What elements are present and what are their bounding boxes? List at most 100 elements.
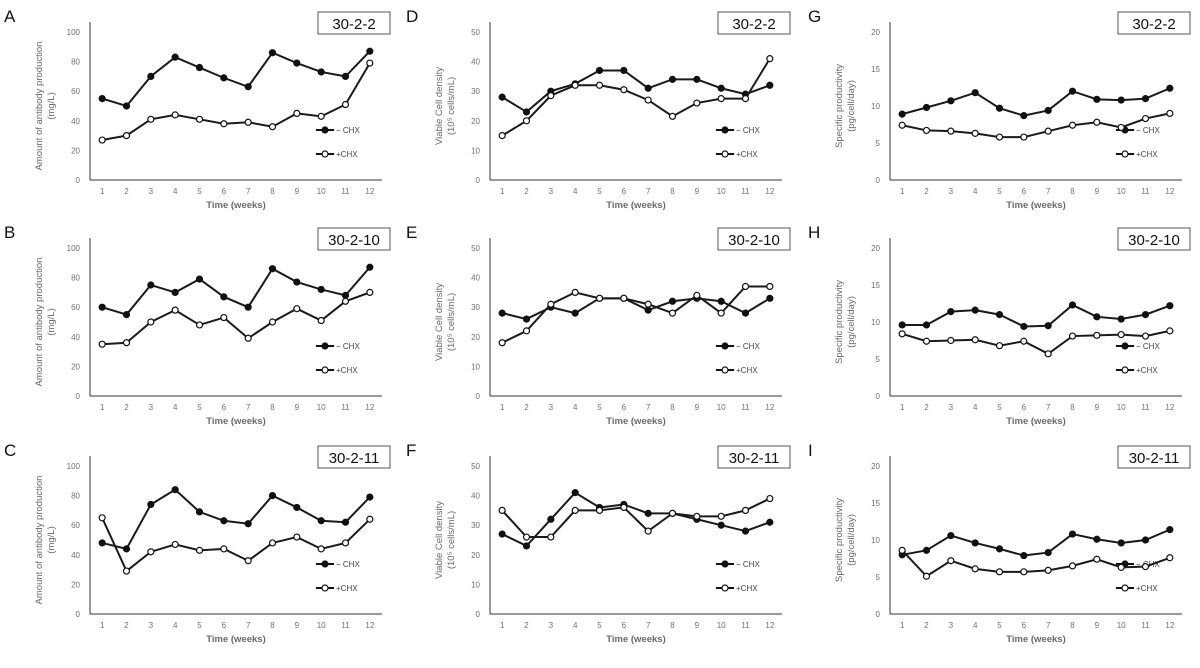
x-tick-label: 5 xyxy=(997,403,1002,412)
sample-label: 30-2-11 xyxy=(729,450,780,467)
x-tick-label: 3 xyxy=(549,403,554,412)
data-point xyxy=(571,288,579,297)
data-point xyxy=(1117,539,1125,547)
x-tick-label: 9 xyxy=(695,621,700,630)
data-point xyxy=(547,515,555,523)
x-tick-label: 6 xyxy=(1022,403,1027,412)
x-tick-label: 1 xyxy=(100,187,105,196)
data-point xyxy=(644,527,652,535)
legend-label: +CHX xyxy=(736,584,758,593)
panel-G: G 0 5 10 15 20 1 2 3 4 5 6 7 8 9 10 11 12 Time (weeks) Spec… xyxy=(800,0,1200,228)
data-point xyxy=(971,89,979,97)
data-point xyxy=(171,486,179,494)
x-tick-label: 8 xyxy=(1070,621,1075,630)
y-axis-label: Viable Cell density xyxy=(434,67,445,145)
panel-letter: E xyxy=(406,223,417,242)
x-tick-label: 9 xyxy=(1095,621,1100,630)
x-tick-label: 1 xyxy=(500,187,505,196)
x-axis-label: Time (weeks) xyxy=(1006,634,1066,645)
legend-marker xyxy=(1121,342,1129,350)
data-point xyxy=(922,337,931,345)
x-tick-label: 8 xyxy=(270,621,275,630)
x-tick-label: 2 xyxy=(924,403,929,412)
y-tick-label: 20 xyxy=(71,362,80,371)
x-tick-label: 5 xyxy=(597,621,602,630)
data-point xyxy=(244,520,252,528)
x-tick-label: 3 xyxy=(149,403,154,412)
x-tick-label: 5 xyxy=(197,187,202,196)
data-point xyxy=(693,75,701,83)
data-point xyxy=(341,291,350,299)
data-point xyxy=(693,99,701,107)
x-tick-label: 10 xyxy=(717,403,726,412)
legend-label: − CHX xyxy=(336,126,360,135)
data-point xyxy=(693,291,701,299)
sample-label-box xyxy=(1117,227,1191,251)
legend-marker xyxy=(321,366,329,374)
data-point xyxy=(547,300,555,308)
y-tick-label: 10 xyxy=(871,318,880,327)
data-point xyxy=(1093,555,1101,563)
data-point xyxy=(268,491,277,500)
data-point xyxy=(1020,112,1028,120)
x-tick-label: 3 xyxy=(949,187,954,196)
panel-D: D 0 10 20 30 40 50 1 2 3 4 5 6 7 8 9 10 11 12 Time (weeks) V… xyxy=(400,0,800,228)
legend-marker xyxy=(321,150,329,158)
data-point xyxy=(1020,322,1028,331)
sample-label-box xyxy=(717,11,791,35)
panel-F: F 0 10 20 30 40 50 1 2 3 4 5 6 7 8 9 10 11 12 Time (weeks) V… xyxy=(400,434,800,662)
data-point xyxy=(122,567,131,575)
data-point xyxy=(995,342,1004,350)
data-point xyxy=(98,136,106,144)
data-point xyxy=(341,518,350,526)
data-point xyxy=(341,297,350,305)
data-point xyxy=(195,115,204,123)
y-tick-label: 100 xyxy=(67,28,81,37)
data-point xyxy=(644,306,652,314)
y-tick-label: 10 xyxy=(471,580,480,589)
x-tick-label: 9 xyxy=(1095,403,1100,412)
legend-label: +CHX xyxy=(736,366,758,375)
y-axis-label: Amount of antibody production xyxy=(34,258,45,387)
panel-I: I 0 5 10 15 20 1 2 3 4 5 6 7 8 9 10 11 12 Time (weeks) Spec… xyxy=(800,434,1200,662)
y-tick-label: 5 xyxy=(876,355,881,364)
data-point xyxy=(898,330,906,338)
x-tick-label: 7 xyxy=(646,187,651,196)
data-point xyxy=(571,506,579,515)
x-tick-label: 9 xyxy=(295,403,300,412)
data-point xyxy=(317,285,325,294)
data-point xyxy=(341,100,350,109)
data-point xyxy=(1093,535,1101,543)
y-tick-label: 50 xyxy=(471,28,480,37)
y-tick-label: 5 xyxy=(876,573,881,582)
y-tick-label: 0 xyxy=(76,392,81,401)
data-point xyxy=(1044,322,1052,330)
data-point xyxy=(268,539,277,547)
legend-label: − CHX xyxy=(736,342,760,351)
y-tick-label: 40 xyxy=(471,274,480,283)
x-tick-label: 9 xyxy=(295,621,300,630)
x-tick-label: 2 xyxy=(524,187,529,196)
legend-label: +CHX xyxy=(1136,584,1158,593)
data-point xyxy=(620,66,628,75)
y-axis-label: Viable Cell density xyxy=(434,283,445,361)
data-point xyxy=(244,83,252,91)
x-axis-label: Time (weeks) xyxy=(606,200,666,211)
x-axis-label: Time (weeks) xyxy=(606,634,666,645)
data-point xyxy=(522,117,531,125)
x-tick-label: 4 xyxy=(173,621,178,630)
data-point xyxy=(644,509,652,517)
x-tick-label: 6 xyxy=(1022,621,1027,630)
x-tick-label: 2 xyxy=(124,621,129,630)
x-tick-label: 8 xyxy=(1070,403,1075,412)
x-tick-label: 12 xyxy=(765,187,774,196)
data-point xyxy=(147,281,155,289)
data-point xyxy=(268,318,277,326)
sample-label: 30-2-2 xyxy=(732,16,775,33)
y-tick-label: 0 xyxy=(76,176,81,185)
data-point xyxy=(171,111,179,119)
x-tick-label: 9 xyxy=(695,403,700,412)
x-tick-label: 1 xyxy=(900,621,905,630)
data-point xyxy=(498,309,506,317)
